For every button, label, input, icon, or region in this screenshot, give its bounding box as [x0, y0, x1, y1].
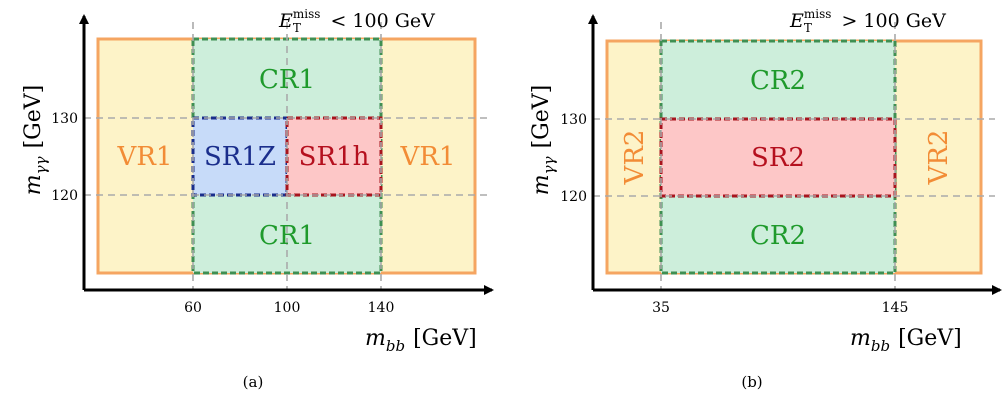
sr1h-region: [285, 116, 383, 197]
x-tick-label: 100: [274, 300, 301, 316]
region-label-vr-left: VR2: [620, 130, 650, 186]
region-label-vr-left: VR1: [117, 142, 173, 172]
panel-caption: (b): [741, 373, 762, 391]
region-label-cr-bottom: CR2: [750, 221, 806, 251]
y-axis-label: mγγ[GeV]: [529, 85, 558, 195]
region-label-sr1h: SR1h: [299, 142, 370, 172]
panel-a: VR1 VR1 CR1 CR1 SR1Z SR1h 60 100 140 130…: [21, 7, 494, 391]
x-axis-label: mbb [GeV]: [850, 326, 962, 355]
y-tick-label: 120: [51, 188, 78, 204]
y-tick-label: 130: [51, 111, 78, 127]
y-tick-label: 130: [560, 112, 587, 128]
x-tick-label: 60: [184, 300, 202, 316]
met-condition: ETmiss > 100 GeV: [789, 7, 946, 35]
region-label-sr1z: SR1Z: [204, 142, 276, 172]
met-condition: ETmiss < 100 GeV: [278, 7, 435, 35]
panel-caption: (a): [243, 373, 264, 391]
region-label-vr-right: VR2: [924, 130, 954, 186]
y-tick-label: 120: [560, 189, 587, 205]
panel-b: VR2 VR2 CR2 CR2 SR2 35 145 130 120 mbb [G…: [529, 7, 1002, 391]
x-tick-label: 145: [882, 300, 909, 316]
x-axis-label: mbb [GeV]: [365, 326, 477, 355]
x-tick-label: 35: [652, 300, 670, 316]
region-label-vr-right: VR1: [400, 142, 456, 172]
region-label-cr-top: CR1: [259, 65, 315, 95]
region-label-cr-bottom: CR1: [259, 221, 315, 251]
x-tick-label: 140: [368, 300, 395, 316]
region-label-sr2: SR2: [751, 143, 805, 173]
y-axis-label: mγγ[GeV]: [21, 85, 50, 195]
region-label-cr-top: CR2: [750, 66, 806, 96]
